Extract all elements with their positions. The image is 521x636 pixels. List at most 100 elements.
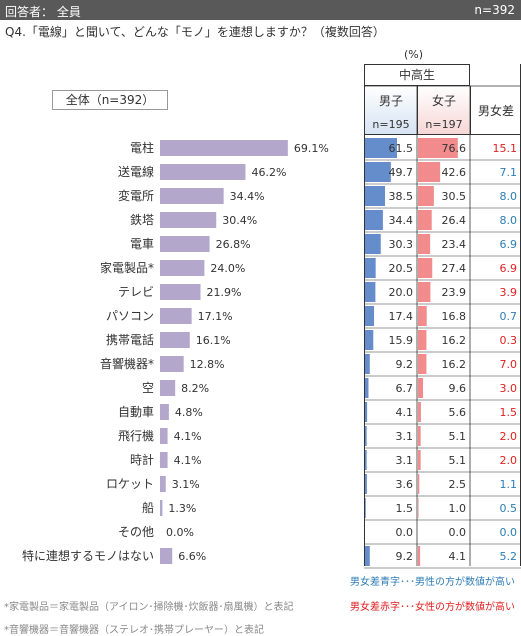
total-bar-label: 21.9% — [207, 286, 242, 299]
male-bar — [365, 234, 381, 254]
category-label: 空 — [142, 381, 154, 395]
male-value: 6.7 — [396, 382, 414, 395]
female-bar — [418, 306, 427, 326]
male-bar — [365, 450, 367, 470]
female-value: 1.0 — [449, 502, 467, 515]
male-bar — [365, 162, 391, 182]
male-value: 38.5 — [389, 190, 414, 203]
diff-value: 2.0 — [500, 454, 518, 467]
female-value: 42.6 — [442, 166, 467, 179]
female-bar — [418, 138, 458, 158]
category-label: テレビ — [118, 285, 154, 299]
male-bar — [365, 282, 376, 302]
respondents-label: 回答者： 全員 — [5, 5, 81, 19]
diff-value: 8.0 — [500, 214, 518, 227]
total-bar — [160, 260, 205, 276]
female-value: 27.4 — [442, 262, 467, 275]
total-bar-label: 17.1% — [198, 310, 233, 323]
diff-value: 3.9 — [500, 286, 518, 299]
male-value: 3.1 — [396, 454, 414, 467]
question-text: Q4.「電線」と聞いて、どんな「モノ」を連想しますか？（複数回答） — [5, 25, 385, 39]
total-bar-label: 69.1% — [294, 142, 329, 155]
male-value: 1.5 — [396, 502, 414, 515]
female-value: 30.5 — [442, 190, 467, 203]
female-value: 9.6 — [449, 382, 467, 395]
female-value: 23.9 — [442, 286, 467, 299]
female-value: 26.4 — [442, 214, 467, 227]
female-bar — [418, 402, 421, 422]
male-bar — [365, 546, 370, 566]
male-value: 3.1 — [396, 430, 414, 443]
total-bar-label: 12.8% — [190, 358, 225, 371]
total-bar-label: 6.6% — [178, 550, 206, 563]
total-bar-label: 46.2% — [251, 166, 286, 179]
total-bar — [160, 356, 184, 372]
male-value: 3.6 — [396, 478, 414, 491]
category-label: その他 — [118, 525, 154, 539]
female-value: 16.2 — [442, 358, 467, 371]
female-bar — [418, 234, 431, 254]
total-bar — [160, 332, 190, 348]
diff-value: 15.1 — [493, 142, 518, 155]
category-label: 船 — [142, 501, 154, 515]
female-bar — [418, 330, 427, 350]
category-label: 特に連想するモノはない — [22, 548, 154, 563]
female-bar — [418, 546, 421, 566]
female-bar — [418, 258, 433, 278]
diff-value: 0.0 — [500, 526, 518, 539]
total-bar-label: 4.1% — [174, 430, 202, 443]
footnote-audio: *音響機器＝音響機器（ステレオ･携帯プレーヤー）と表記 — [4, 625, 264, 636]
female-value: 4.1 — [449, 550, 467, 563]
male-value: 61.5 — [389, 142, 414, 155]
male-n: n=195 — [372, 118, 410, 131]
category-label: ロケット — [106, 477, 154, 491]
male-value: 49.7 — [389, 166, 414, 179]
diff-value: 0.7 — [500, 310, 518, 323]
female-bar — [418, 378, 423, 398]
diff-value: 2.0 — [500, 430, 518, 443]
female-label: 女子 — [431, 94, 456, 108]
male-value: 34.4 — [389, 214, 414, 227]
total-bar — [160, 380, 176, 396]
table-border — [364, 64, 365, 566]
male-value: 9.2 — [396, 550, 414, 563]
total-bar — [160, 236, 210, 252]
female-column-header: 女子 n=197 — [417, 86, 470, 134]
male-value: 15.9 — [389, 334, 414, 347]
diff-label: 男女差 — [477, 104, 514, 118]
male-bar — [365, 426, 367, 446]
male-bar — [365, 306, 375, 326]
diff-value: 7.1 — [500, 166, 518, 179]
category-label: パソコン — [106, 309, 154, 323]
male-bar — [365, 258, 376, 278]
female-bar — [418, 498, 419, 518]
header-bar: 回答者： 全員 n=392 — [0, 0, 521, 20]
footnote-appliances: *家電製品＝家電製品（アイロン･掃除機･炊飯器･扇風機）と表記 — [4, 602, 294, 613]
total-bar — [160, 548, 173, 564]
category-label: 送電線 — [118, 164, 154, 179]
total-bar-label: 30.4% — [222, 214, 257, 227]
male-bar — [365, 354, 370, 374]
total-bar-label: 8.2% — [181, 382, 209, 395]
diff-value: 1.1 — [500, 478, 518, 491]
female-value: 2.5 — [449, 478, 467, 491]
category-label: 鉄塔 — [130, 212, 154, 227]
category-label: 自動車 — [118, 405, 154, 419]
diff-value: 3.0 — [500, 382, 518, 395]
total-bar-label: 3.1% — [172, 478, 200, 491]
total-bar-label: 4.1% — [174, 454, 202, 467]
category-label: 家電製品* — [100, 260, 154, 275]
total-series-label: 全体（n=392） — [52, 90, 168, 110]
male-bar — [365, 186, 386, 206]
total-bar — [160, 140, 288, 156]
total-bar — [160, 188, 224, 204]
total-bar-label: 34.4% — [230, 190, 265, 203]
total-bar — [160, 164, 246, 180]
total-bar — [160, 452, 168, 468]
total-bar — [160, 500, 163, 516]
category-label: 電柱 — [130, 140, 154, 155]
male-value: 17.4 — [389, 310, 414, 323]
male-bar — [365, 402, 368, 422]
total-bar-label: 16.1% — [196, 334, 231, 347]
total-bar — [160, 476, 166, 492]
